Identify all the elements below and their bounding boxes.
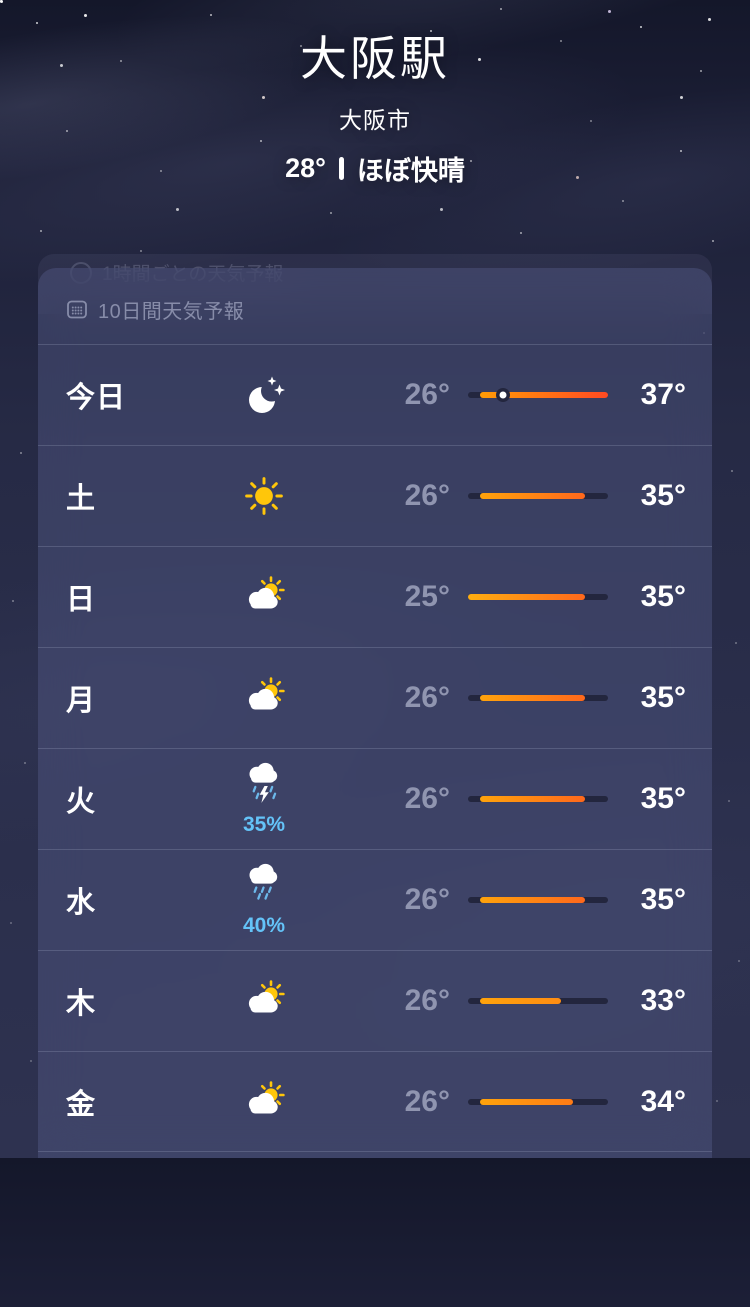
forecast-card-header: 10日間天気予報 (38, 268, 712, 344)
low-temp: 26° (404, 782, 450, 815)
forecast-row-mon[interactable]: 月 26° 35° (38, 647, 712, 748)
high-temp: 34° (640, 1084, 686, 1118)
sun-cloud-icon (241, 979, 287, 1023)
condition-text: ほぼ快晴 (356, 155, 465, 186)
day-label: 火 (66, 786, 97, 818)
condition-divider (338, 156, 344, 180)
low-temp: 26° (404, 1084, 450, 1118)
sun-cloud-icon (241, 676, 287, 720)
temp-range-bar (468, 391, 608, 399)
temp-range-bar (468, 695, 608, 701)
day-label: 木 (66, 988, 97, 1020)
day-label: 土 (66, 483, 97, 515)
low-temp: 26° (404, 883, 450, 916)
low-temp: 26° (404, 479, 450, 512)
temp-range-bar (468, 493, 608, 499)
moon-stars-icon (242, 373, 286, 417)
day-label: 水 (66, 887, 97, 919)
forecast-row-today[interactable]: 今日 26° 37° (38, 344, 712, 445)
temp-range-bar (468, 998, 608, 1004)
forecast-row-sat[interactable]: 土 26° 35° (38, 445, 712, 546)
day-label: 月 (66, 685, 97, 717)
high-temp: 37° (640, 378, 686, 411)
low-temp: 26° (404, 378, 450, 411)
location-name: 大阪駅 (300, 32, 450, 85)
star-field-bright (0, 0, 3, 3)
location-city: 大阪市 (339, 106, 411, 133)
sun-cloud-icon (241, 575, 287, 619)
precip-probability: 40% (242, 913, 286, 937)
calendar-icon (66, 298, 88, 320)
high-temp: 35° (640, 580, 686, 613)
current-temp-dot (499, 391, 507, 399)
temp-range-bar (468, 594, 608, 600)
forecast-row-fri[interactable]: 金 26° 34° (38, 1051, 712, 1152)
day-label: 日 (66, 584, 97, 616)
forecast-row-wed[interactable]: 水 40% 26° 35° (38, 849, 712, 950)
low-temp: 26° (404, 984, 450, 1017)
high-temp: 35° (640, 681, 686, 714)
day-label: 金 (66, 1088, 97, 1121)
forecast-row-tue[interactable]: 火 35% 26° 35° (38, 748, 712, 849)
temp-range-bar (468, 897, 608, 903)
current-conditions: 28° ほぼ快晴 (0, 149, 750, 188)
forecast-card-title: 10日間天気予報 (98, 300, 245, 323)
cloud-bolt-rain-icon (241, 762, 287, 812)
day-label: 今日 (66, 382, 127, 414)
forecast-row-thu[interactable]: 木 26° 33° (38, 950, 712, 1051)
forecast-row-sun[interactable]: 日 25° 35° (38, 546, 712, 647)
low-temp: 26° (404, 681, 450, 714)
sun-cloud-icon (241, 1080, 287, 1124)
high-temp: 33° (640, 984, 686, 1017)
low-temp: 25° (404, 580, 450, 613)
current-temperature: 28° (285, 152, 326, 183)
temp-range-bar (468, 1098, 608, 1105)
high-temp: 35° (640, 479, 686, 512)
temp-range-bar (468, 796, 608, 802)
sun-icon (243, 475, 285, 517)
high-temp: 35° (640, 883, 686, 916)
cloud-rain-icon (241, 863, 287, 913)
precip-probability: 35% (242, 812, 286, 836)
location-header: 大阪駅 大阪市 28° ほぼ快晴 (0, 30, 750, 188)
high-temp: 35° (640, 782, 686, 815)
ten-day-forecast-card: 10日間天気予報 今日 26° 37° 土 26° 35° 日 25° 35° … (38, 268, 712, 1158)
